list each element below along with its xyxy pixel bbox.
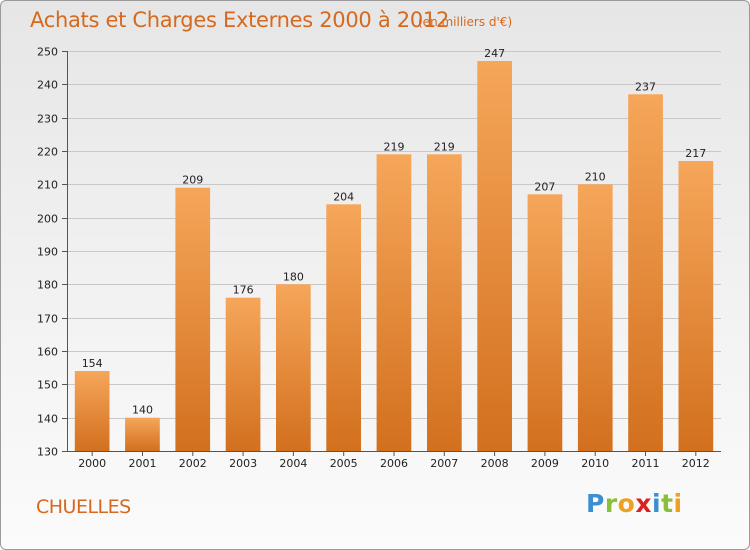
- data-label: 209: [182, 174, 203, 187]
- bar-2005: [326, 204, 361, 451]
- x-tick-label: 2009: [531, 457, 559, 470]
- y-tick-label: 180: [37, 279, 58, 292]
- data-label: 219: [434, 140, 455, 153]
- data-label: 176: [233, 284, 254, 297]
- x-tick-label: 2004: [279, 457, 307, 470]
- bar-2010: [577, 184, 613, 452]
- data-label: 217: [685, 147, 706, 160]
- logo-letter: r: [604, 489, 618, 518]
- logo-letter: x: [635, 489, 652, 518]
- x-tick-label: 2010: [581, 457, 609, 470]
- x-tick-label: 2012: [682, 457, 710, 470]
- x-tick-label: 2000: [78, 457, 106, 470]
- x-tick-label: 2001: [129, 457, 157, 470]
- bar-2007: [427, 154, 462, 452]
- axes: [62, 51, 721, 456]
- bar-2011: [628, 94, 663, 452]
- y-tick-label: 230: [37, 113, 58, 126]
- y-tick-labels: 130 140 150 160 170 180 190 200 210 220 230 240 250: [37, 46, 58, 459]
- logo-letter: P: [586, 489, 605, 518]
- bar-2000: [74, 371, 110, 451]
- chart-subtitle: (en milliers d'€): [418, 15, 513, 29]
- bars: [74, 61, 714, 452]
- y-tick-label: 190: [37, 246, 58, 259]
- bar-2006: [376, 154, 412, 452]
- bar-2003: [225, 297, 261, 451]
- data-label: 210: [585, 170, 606, 183]
- y-tick-label: 200: [37, 213, 58, 226]
- logo-letter: i: [673, 489, 683, 518]
- data-label: 207: [534, 180, 555, 193]
- bar-2001: [125, 417, 160, 451]
- x-tick-label: 2005: [330, 457, 358, 470]
- x-tick-label: 2008: [481, 457, 509, 470]
- logo-letter: o: [617, 489, 636, 518]
- x-tick-label: 2006: [380, 457, 408, 470]
- data-label: 154: [82, 357, 103, 370]
- x-tick-label: 2007: [430, 457, 458, 470]
- logo-letter: t: [661, 489, 674, 518]
- y-tick-label: 140: [37, 413, 58, 426]
- y-tick-label: 160: [37, 346, 58, 359]
- y-tick-label: 150: [37, 379, 58, 392]
- y-tick-label: 220: [37, 146, 58, 159]
- data-labels: 154 140 209 176 180 204 219 219 247 207 210 237 217: [82, 47, 707, 417]
- data-label: 140: [132, 404, 153, 417]
- data-label: 247: [484, 47, 505, 60]
- data-label: 180: [283, 270, 304, 283]
- bar-2002: [175, 187, 211, 451]
- logo-letter: i: [652, 489, 662, 518]
- y-tick-label: 130: [37, 446, 58, 459]
- commune-name: CHUELLES: [36, 496, 131, 518]
- y-tick-label: 170: [37, 313, 58, 326]
- bar-2004: [276, 284, 311, 451]
- x-tick-label: 2011: [632, 457, 660, 470]
- proxiti-logo: Proxiti: [586, 489, 683, 518]
- data-label: 219: [384, 140, 405, 153]
- data-label: 237: [635, 80, 656, 93]
- y-tick-label: 240: [37, 79, 58, 92]
- x-tick-label: 2003: [229, 457, 257, 470]
- y-tick-label: 210: [37, 179, 58, 192]
- y-tick-label: 250: [37, 46, 58, 59]
- x-tick-label: 2002: [179, 457, 207, 470]
- bar-2008: [477, 61, 512, 451]
- bar-2012: [678, 161, 714, 451]
- chart-title: Achats et Charges Externes 2000 à 2012: [30, 8, 450, 32]
- bar-2009: [527, 194, 563, 452]
- data-label: 204: [333, 190, 354, 203]
- x-tick-labels: 2000 2001 2002 2003 2004 2005 2006 2007 2008 2009…: [78, 457, 710, 470]
